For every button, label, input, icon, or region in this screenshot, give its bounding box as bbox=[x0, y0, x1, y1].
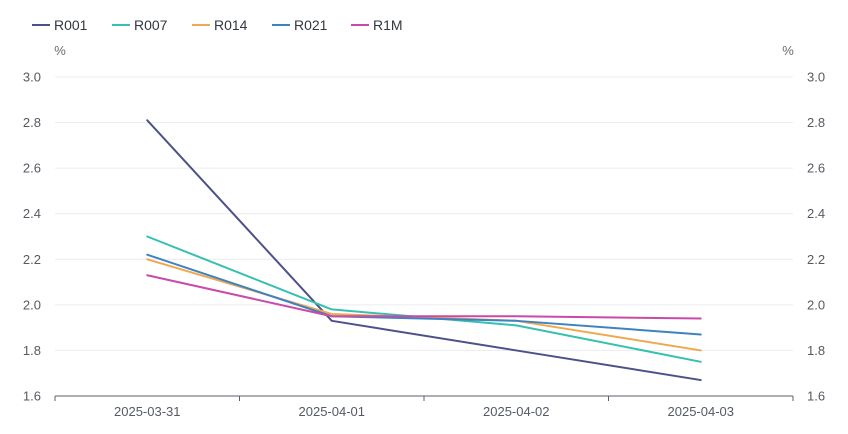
y-tick-label-left: 1.8 bbox=[23, 343, 41, 358]
y-tick-label-right: 2.0 bbox=[807, 297, 825, 312]
y-axis-left: 1.6 1.8 2.0 2.2 2.4 2.6 2.8 3.0 bbox=[23, 70, 41, 404]
legend-item-r014[interactable]: R014 bbox=[192, 17, 248, 33]
legend-label: R021 bbox=[294, 17, 328, 33]
legend-item-r1m[interactable]: R1M bbox=[351, 17, 403, 33]
y-tick-label-left: 2.2 bbox=[23, 252, 41, 267]
series-line-r007[interactable] bbox=[146, 235, 702, 363]
y-tick-label-right: 2.8 bbox=[807, 115, 825, 130]
x-tick-label: 2025-04-02 bbox=[483, 404, 550, 419]
y-tick-label-right: 1.8 bbox=[807, 343, 825, 358]
y-axis-right: 1.6 1.8 2.0 2.2 2.4 2.6 2.8 3.0 bbox=[807, 70, 825, 404]
x-axis: 2025-03-31 2025-04-01 2025-04-02 2025-04-03 bbox=[54, 395, 794, 419]
y-axis-unit-left: % bbox=[54, 43, 66, 58]
y-tick-label-left: 3.0 bbox=[23, 70, 41, 85]
y-tick-label-right: 1.6 bbox=[807, 389, 825, 404]
y-tick-label-left: 2.6 bbox=[23, 161, 41, 176]
gridlines bbox=[55, 76, 793, 351]
x-tick-label: 2025-03-31 bbox=[114, 404, 181, 419]
series-line-r014[interactable] bbox=[146, 258, 702, 352]
x-tick-label: 2025-04-03 bbox=[668, 404, 735, 419]
y-axis-unit-right: % bbox=[782, 43, 794, 58]
y-tick-label-left: 2.0 bbox=[23, 297, 41, 312]
y-tick-label-left: 1.6 bbox=[23, 389, 41, 404]
legend-label: R1M bbox=[373, 17, 403, 33]
y-tick-label-left: 2.4 bbox=[23, 206, 41, 221]
series-lines[interactable] bbox=[146, 119, 702, 382]
legend-item-r001[interactable]: R001 bbox=[32, 17, 88, 33]
y-tick-label-left: 2.8 bbox=[23, 115, 41, 130]
legend-item-r007[interactable]: R007 bbox=[112, 17, 168, 33]
legend-label: R007 bbox=[134, 17, 168, 33]
series-line-r021[interactable] bbox=[146, 253, 702, 336]
y-tick-label-right: 2.6 bbox=[807, 161, 825, 176]
y-tick-label-right: 3.0 bbox=[807, 70, 825, 85]
legend-item-r021[interactable]: R021 bbox=[272, 17, 328, 33]
legend-label: R014 bbox=[214, 17, 248, 33]
series-line-r1m[interactable] bbox=[146, 274, 702, 320]
y-tick-label-right: 2.2 bbox=[807, 252, 825, 267]
series-line-r001[interactable] bbox=[146, 119, 702, 382]
legend[interactable]: R001 R007 R014 R021 R1M bbox=[32, 17, 403, 33]
x-tick-label: 2025-04-01 bbox=[299, 404, 366, 419]
legend-label: R001 bbox=[54, 17, 88, 33]
y-tick-label-right: 2.4 bbox=[807, 206, 825, 221]
